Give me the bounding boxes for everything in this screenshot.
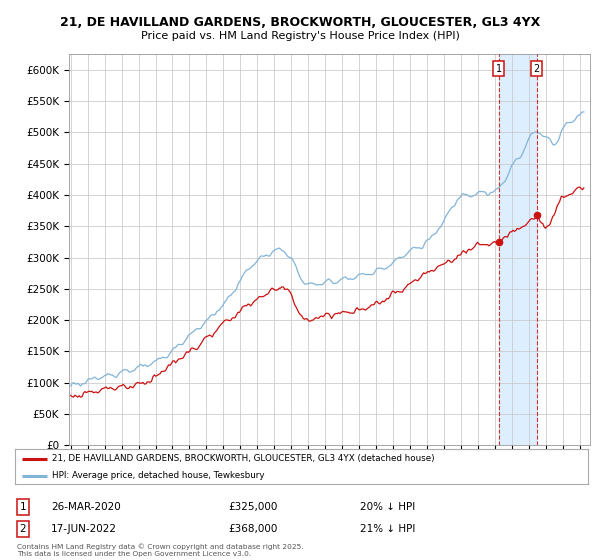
Text: HPI: Average price, detached house, Tewkesbury: HPI: Average price, detached house, Tewk… — [52, 471, 265, 480]
Text: 26-MAR-2020: 26-MAR-2020 — [51, 502, 121, 512]
Text: Contains HM Land Registry data © Crown copyright and database right 2025.
This d: Contains HM Land Registry data © Crown c… — [17, 544, 304, 557]
Text: 1: 1 — [496, 64, 502, 74]
Text: Price paid vs. HM Land Registry's House Price Index (HPI): Price paid vs. HM Land Registry's House … — [140, 31, 460, 41]
Bar — [499, 54, 536, 445]
Text: 2: 2 — [533, 64, 539, 74]
Text: £325,000: £325,000 — [228, 502, 277, 512]
Text: 20% ↓ HPI: 20% ↓ HPI — [360, 502, 415, 512]
Text: £368,000: £368,000 — [228, 524, 277, 534]
Text: 1: 1 — [19, 502, 26, 512]
Text: 21, DE HAVILLAND GARDENS, BROCKWORTH, GLOUCESTER, GL3 4YX: 21, DE HAVILLAND GARDENS, BROCKWORTH, GL… — [60, 16, 540, 29]
Text: 21% ↓ HPI: 21% ↓ HPI — [360, 524, 415, 534]
Text: 21, DE HAVILLAND GARDENS, BROCKWORTH, GLOUCESTER, GL3 4YX (detached house): 21, DE HAVILLAND GARDENS, BROCKWORTH, GL… — [52, 454, 435, 463]
Text: 2: 2 — [19, 524, 26, 534]
Text: 17-JUN-2022: 17-JUN-2022 — [51, 524, 117, 534]
